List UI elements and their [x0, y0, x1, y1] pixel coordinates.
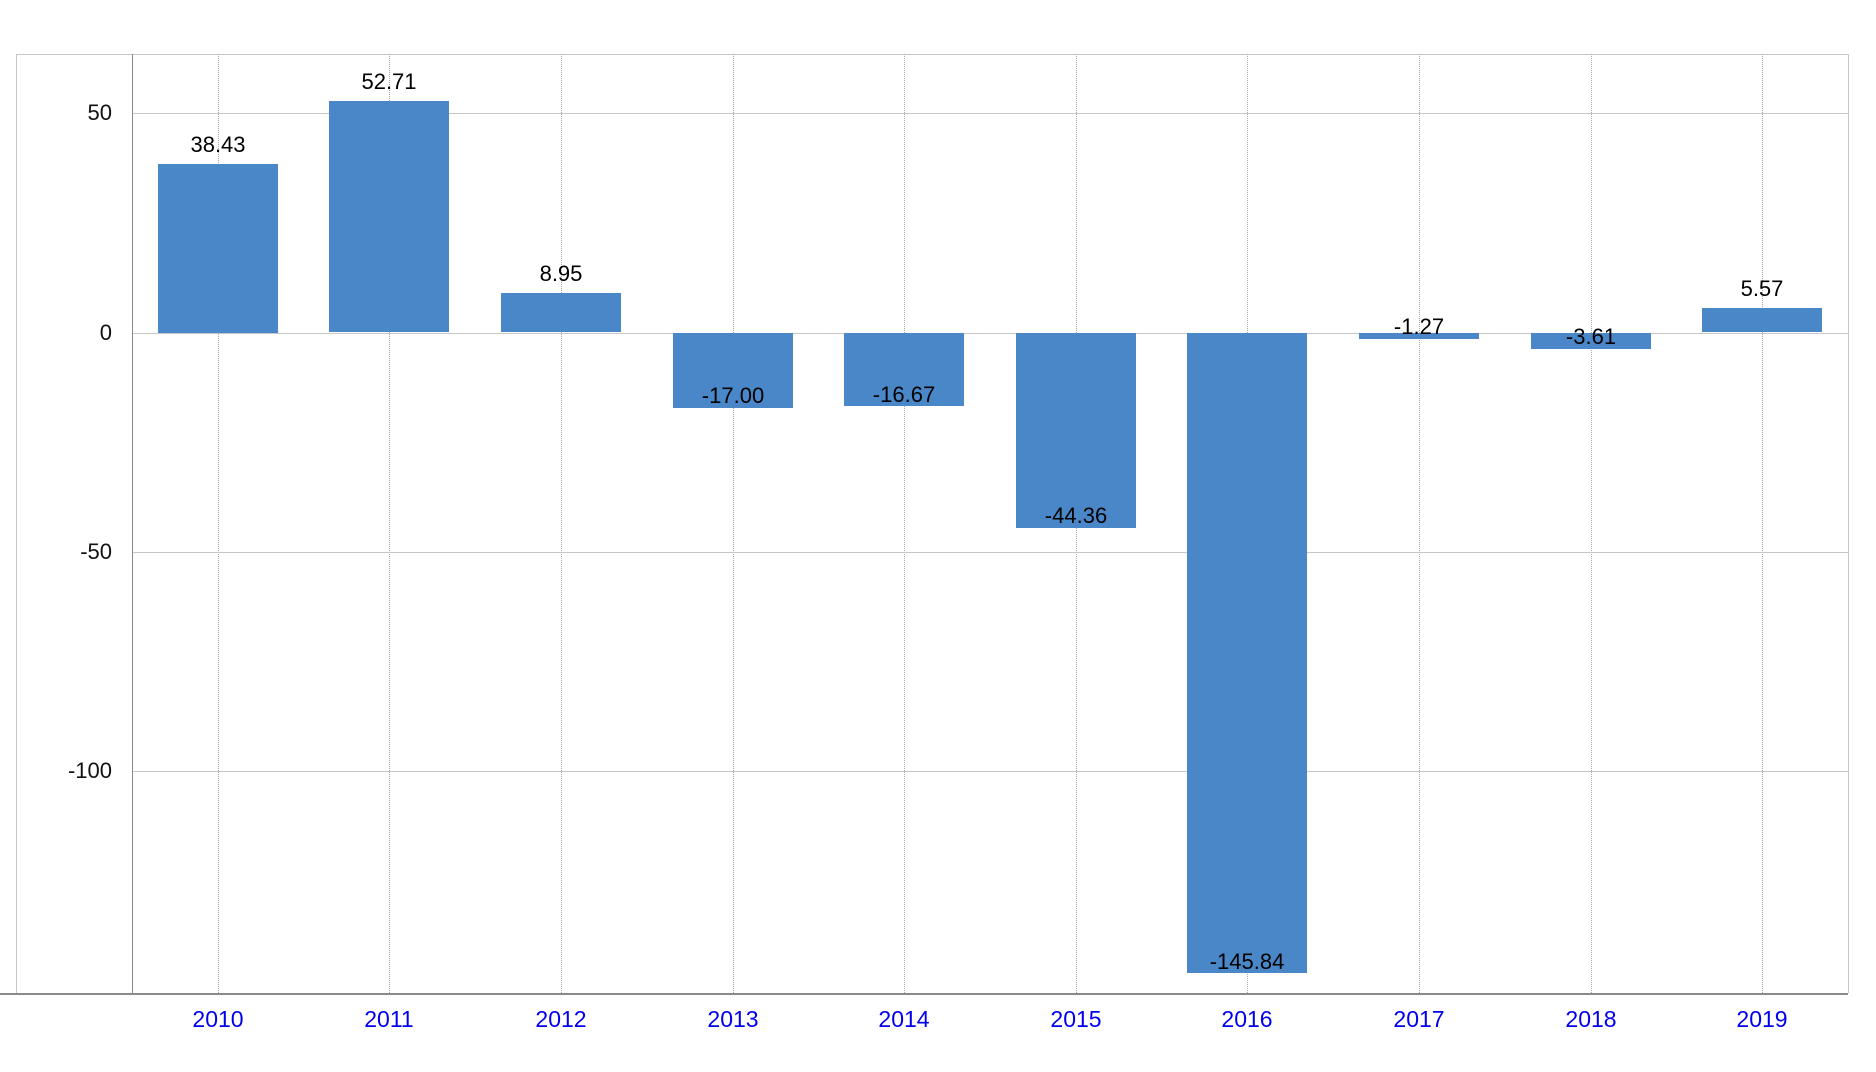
plot-frame-right — [1848, 54, 1849, 993]
y-tick-label: -50 — [80, 539, 112, 564]
bar — [1187, 333, 1307, 973]
plot-frame-left — [16, 54, 17, 993]
bar — [1531, 333, 1651, 349]
x-tick-label: 2014 — [878, 1006, 930, 1032]
v-gridline — [389, 54, 390, 993]
v-gridline — [904, 54, 905, 993]
bar — [1359, 333, 1479, 339]
bar-value-label: -3.61 — [1565, 324, 1617, 349]
v-gridline — [1591, 54, 1592, 993]
v-gridline — [1419, 54, 1420, 993]
v-gridline — [561, 54, 562, 993]
x-tick-label: 2016 — [1221, 1006, 1273, 1032]
bar-value-label: -44.36 — [1044, 503, 1108, 528]
v-gridline — [218, 54, 219, 993]
h-gridline — [132, 113, 1848, 114]
bar — [1702, 308, 1822, 332]
x-tick-label: 2012 — [535, 1006, 587, 1032]
h-gridline — [132, 771, 1848, 772]
h-gridline — [132, 333, 1848, 334]
bar-value-label: 5.57 — [1740, 276, 1784, 301]
x-tick-label: 2015 — [1050, 1006, 1102, 1032]
bar-value-label: -1.27 — [1393, 314, 1445, 339]
y-tick-label: 50 — [87, 100, 112, 125]
bar — [501, 293, 621, 332]
x-tick-label: 2018 — [1565, 1006, 1617, 1032]
bar-value-label: -16.67 — [872, 382, 936, 407]
bar — [1016, 333, 1136, 528]
bar-value-label: -145.84 — [1209, 949, 1285, 974]
h-gridline — [132, 552, 1848, 553]
bar — [158, 164, 278, 333]
plot-frame-top — [16, 54, 1848, 55]
v-gridline — [733, 54, 734, 993]
x-axis-line — [0, 993, 1848, 995]
bar — [673, 333, 793, 408]
bar-value-label: -17.00 — [701, 383, 765, 408]
x-tick-label: 2011 — [364, 1006, 414, 1032]
v-gridline — [1762, 54, 1763, 993]
bar-value-label: 8.95 — [539, 261, 583, 286]
x-tick-label: 2010 — [192, 1006, 244, 1032]
bar-value-label: 52.71 — [361, 69, 417, 94]
x-tick-label: 2013 — [707, 1006, 759, 1032]
bar — [844, 333, 964, 406]
bar-value-label: 38.43 — [190, 132, 246, 157]
x-tick-label: 2017 — [1393, 1006, 1445, 1032]
y-axis-spine — [132, 54, 133, 993]
bar — [329, 101, 449, 332]
x-tick-label: 2019 — [1736, 1006, 1788, 1032]
y-tick-label: 0 — [99, 320, 112, 345]
y-tick-label: -100 — [67, 758, 112, 783]
